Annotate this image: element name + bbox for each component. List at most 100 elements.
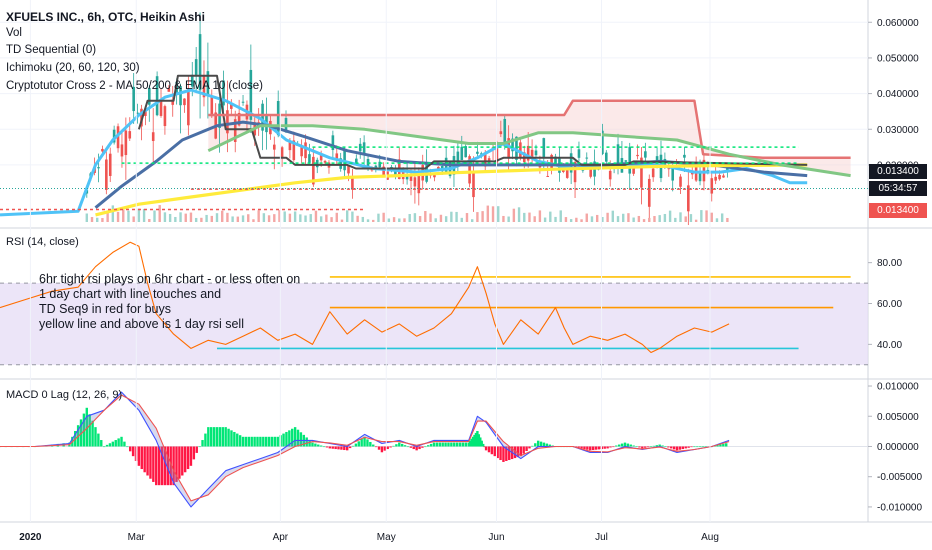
candle-body <box>554 156 557 165</box>
rsi-pane-label[interactable]: RSI (14, close) <box>6 236 79 248</box>
macd-histogram-bar <box>716 445 719 447</box>
macd-histogram-bar <box>108 443 112 447</box>
candle-body <box>288 141 292 151</box>
volume-bar <box>366 219 370 222</box>
volume-bar <box>668 210 672 222</box>
macd-histogram-bar <box>386 446 389 450</box>
macd-histogram-bar <box>479 437 482 447</box>
volume-bar <box>309 214 312 222</box>
indicator-cryptotutor[interactable]: Cryptotutor Cross 2 - MA 50/200 & EMA 10… <box>6 80 263 92</box>
macd-histogram-bar <box>389 446 392 448</box>
candle-body <box>476 151 479 154</box>
volume-bar <box>689 214 693 222</box>
macd-histogram-bar <box>120 436 123 447</box>
candle-body <box>315 159 319 168</box>
volume-bar <box>398 218 401 222</box>
macd-histogram-bar <box>415 446 418 451</box>
macd-histogram-bar <box>91 420 94 447</box>
rsi-tick-label: 80.00 <box>877 258 902 269</box>
macd-histogram-bar <box>256 436 259 447</box>
volume-bar <box>632 217 635 222</box>
macd-histogram-bar <box>293 427 297 447</box>
macd-histogram-bar <box>458 442 462 447</box>
macd-histogram-bar <box>273 436 277 447</box>
indicator-vol[interactable]: Vol <box>6 27 22 39</box>
price-line-ma200 <box>95 163 808 217</box>
candle-body <box>542 138 546 158</box>
candle-body <box>722 175 725 178</box>
candle-body <box>601 130 604 155</box>
indicator-td-sequential[interactable]: TD Sequential (0) <box>6 44 97 56</box>
countdown-tag: 05:34:57 <box>869 181 927 196</box>
volume-bar <box>257 210 260 222</box>
macd-histogram-bar <box>282 433 285 447</box>
annotation-text: 6hr tight rsi plays on 6hr chart - or le… <box>39 272 300 332</box>
candle-body <box>632 168 635 174</box>
macd-histogram-bar <box>722 443 725 447</box>
volume-bar <box>674 217 677 222</box>
macd-histogram-bar <box>597 446 601 450</box>
volume-bar <box>262 213 266 222</box>
price-tick-label: 0.050000 <box>877 53 919 64</box>
candle-body <box>319 154 323 161</box>
macd-pane-label[interactable]: MACD 0 Lag (12, 26, 9) <box>6 389 123 401</box>
time-tick-label: Jun <box>488 532 504 543</box>
macd-histogram-bar <box>181 446 184 476</box>
volume-bar <box>470 219 474 222</box>
volume-bar <box>137 208 141 222</box>
macd-histogram-bar <box>681 446 685 450</box>
volume-bar <box>403 218 406 222</box>
time-tick-label: 2020 <box>19 532 42 543</box>
candle-body <box>183 98 186 106</box>
macd-histogram-bar <box>672 446 676 450</box>
macd-histogram-bar <box>406 446 410 448</box>
ichimoku-cloud <box>208 100 851 176</box>
macd-histogram-bar <box>117 438 120 447</box>
macd-histogram-bar <box>152 446 155 482</box>
volume-bar <box>194 217 198 222</box>
volume-bar <box>330 217 333 222</box>
macd-histogram-bar <box>470 438 473 447</box>
macd-histogram-bar <box>160 446 164 486</box>
chart-title[interactable]: XFUELS INC., 6h, OTC, Heikin Ashi <box>6 10 205 24</box>
candle-body <box>468 156 471 184</box>
macd-histogram-bar <box>395 444 398 447</box>
volume-bar <box>663 213 667 222</box>
candle-body <box>116 126 120 149</box>
candle-body <box>194 59 198 76</box>
candle-body <box>351 176 354 190</box>
macd-histogram-bar <box>288 430 291 447</box>
macd-histogram-bar <box>690 446 693 448</box>
macd-histogram-bar <box>204 433 207 447</box>
macd-histogram-bar <box>88 414 91 447</box>
macd-histogram-bar <box>432 442 436 447</box>
macd-histogram-bar <box>380 446 384 453</box>
volume-bar <box>710 212 713 222</box>
volume-bar <box>616 216 620 222</box>
candle-body <box>433 174 436 178</box>
candle-body <box>378 161 382 168</box>
macd-histogram-bar <box>403 445 407 447</box>
rsi-tick-label: 40.00 <box>877 340 902 351</box>
candle-body <box>222 80 225 106</box>
volume-bar <box>325 214 328 222</box>
candle-body <box>530 149 534 158</box>
candle-body <box>702 159 706 182</box>
candle-body <box>714 176 717 181</box>
volume-bar <box>418 216 422 222</box>
volume-bar <box>726 217 729 222</box>
time-tick-label: Aug <box>701 532 719 543</box>
macd-histogram-bar <box>276 436 279 447</box>
macd-histogram-bar <box>111 441 115 447</box>
volume-bar <box>700 210 703 222</box>
indicator-ichimoku[interactable]: Ichimoku (20, 60, 120, 30) <box>6 62 140 74</box>
candle-body <box>546 175 550 177</box>
candle-body <box>636 154 639 157</box>
volume-bar <box>538 210 542 222</box>
macd-histogram-bar <box>131 446 135 457</box>
candle-body <box>112 129 116 143</box>
macd-histogram-bar <box>247 436 251 447</box>
macd-histogram-bar <box>201 440 204 447</box>
candle-body <box>644 151 647 158</box>
macd-histogram-bar <box>490 446 494 455</box>
